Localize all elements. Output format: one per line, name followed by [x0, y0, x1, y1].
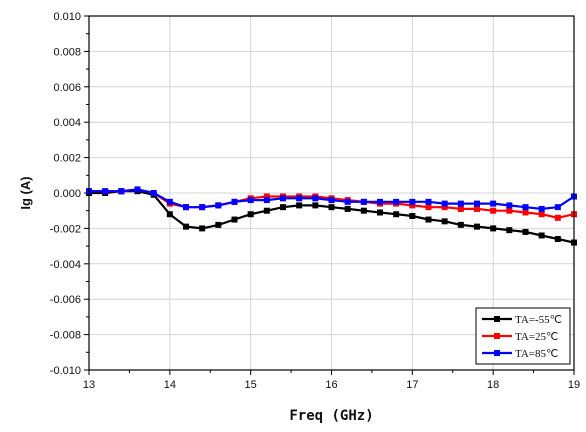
legend-marker	[494, 350, 500, 356]
series-point	[393, 211, 400, 218]
series-point	[377, 198, 383, 205]
series-point	[474, 205, 480, 212]
series-point	[166, 211, 173, 218]
series-point	[360, 207, 367, 214]
series-point	[247, 211, 254, 218]
x-tick-label: 18	[487, 379, 499, 391]
series-group	[86, 186, 577, 246]
y-tick-label: -0.002	[50, 223, 81, 235]
series-point	[457, 200, 464, 207]
series-point	[393, 198, 400, 205]
series-point	[377, 209, 383, 216]
series-point	[554, 214, 561, 221]
series-point	[457, 221, 464, 228]
series-point	[360, 198, 367, 205]
series-point	[490, 225, 497, 232]
x-tick-label: 15	[245, 379, 257, 391]
series-point	[102, 188, 109, 195]
series-point	[344, 198, 351, 205]
series-point	[183, 204, 189, 211]
series-point	[344, 205, 351, 212]
series-point	[296, 195, 303, 202]
y-tick-label: -0.008	[50, 330, 81, 342]
series-point	[441, 218, 448, 225]
y-tick-label: 0.010	[53, 11, 81, 23]
x-axis-title: Freq (GHz)	[289, 408, 373, 424]
series-point	[441, 200, 448, 207]
legend-marker	[494, 316, 500, 322]
series-point	[409, 198, 416, 205]
x-tick-label: 16	[325, 379, 337, 391]
series-point	[215, 221, 222, 228]
series-point	[263, 207, 270, 214]
series-point	[134, 186, 141, 193]
series-point	[247, 197, 254, 204]
y-tick-label: 0.006	[53, 82, 81, 94]
series-point	[280, 204, 286, 211]
series-point	[328, 204, 335, 211]
series-point	[522, 204, 529, 211]
plot-frame	[88, 15, 575, 371]
x-tick-label: 19	[568, 379, 580, 391]
series-point	[409, 213, 416, 220]
y-tick-label: -0.006	[50, 294, 81, 306]
series-point	[263, 193, 270, 200]
y-axis-title: Ig (A)	[18, 176, 33, 209]
series-3	[86, 186, 577, 212]
x-tick-label: 13	[83, 379, 95, 391]
series-point	[506, 207, 513, 214]
tick-labels: 13 14 15 16 17 18 19 0.010 0.008 0.006 0.004 0.002 0…	[50, 11, 580, 391]
legend-marker	[494, 333, 500, 339]
series-point	[441, 204, 448, 211]
series-point	[312, 202, 319, 209]
series-point	[538, 232, 545, 239]
series-point	[280, 195, 286, 202]
series-point	[474, 223, 480, 230]
series-point	[490, 207, 497, 214]
x-tick-label: 17	[406, 379, 418, 391]
x-tick-label: 14	[164, 379, 176, 391]
series-point	[506, 202, 513, 209]
series-point	[522, 209, 529, 216]
legend-label: TA=-55℃	[515, 314, 562, 326]
series-point	[312, 195, 319, 202]
series-point	[231, 198, 238, 205]
series-point	[150, 190, 157, 196]
series-point	[425, 204, 432, 211]
series-point	[425, 198, 432, 205]
series-point	[215, 202, 222, 209]
series-point	[425, 216, 432, 223]
series-point	[231, 216, 238, 223]
series-point	[199, 225, 206, 232]
series-point	[183, 223, 189, 230]
y-tick-label: 0.008	[53, 46, 81, 58]
series-point	[490, 200, 497, 207]
series-point	[538, 211, 545, 218]
series-point	[328, 197, 335, 204]
legend-label: TA=85℃	[515, 348, 558, 360]
series-point	[166, 198, 173, 205]
y-tick-label: 0.002	[53, 153, 81, 165]
series-point	[118, 188, 125, 195]
series-point	[263, 197, 270, 204]
series-point	[522, 228, 529, 235]
legend: TA=-55℃ TA=25℃ TA=85℃	[475, 307, 571, 365]
series-point	[506, 227, 513, 234]
series-point	[554, 204, 561, 211]
series-point	[538, 205, 545, 212]
series-point	[474, 200, 480, 207]
y-tick-label: 0.004	[53, 117, 81, 129]
legend-label: TA=25℃	[515, 331, 558, 343]
series-point	[199, 204, 206, 211]
series-point	[554, 236, 561, 243]
series-point	[296, 202, 303, 209]
series-point	[409, 202, 416, 209]
y-tick-label: 0.000	[53, 188, 81, 200]
y-tick-label: -0.004	[50, 259, 81, 271]
y-tick-label: -0.010	[50, 365, 81, 377]
series-point	[457, 205, 464, 212]
